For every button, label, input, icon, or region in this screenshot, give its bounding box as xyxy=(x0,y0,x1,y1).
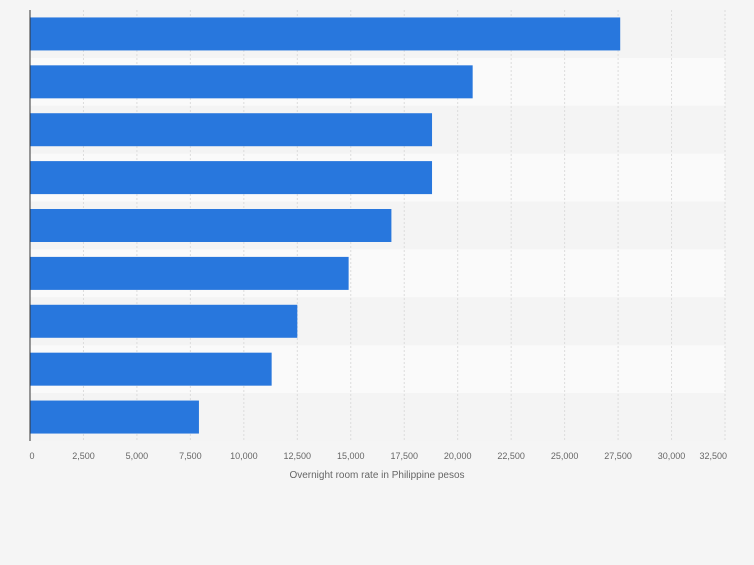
x-tick-label: 22,500 xyxy=(497,451,525,461)
bar xyxy=(30,256,349,290)
bar xyxy=(30,17,621,51)
x-tick-label: 20,000 xyxy=(444,451,472,461)
x-tick-label: 15,000 xyxy=(337,451,365,461)
x-tick-label: 25,000 xyxy=(551,451,579,461)
x-tick-label: 27,500 xyxy=(604,451,632,461)
x-tick-labels: 0 2,500 5,000 7,500 10,000 12,500 15,000 17,500… xyxy=(29,451,727,461)
x-tick-label: 12,500 xyxy=(284,451,312,461)
x-tick-label: 30,000 xyxy=(658,451,686,461)
x-tick-label: 0 xyxy=(29,451,34,461)
x-tick-label: 32,500 xyxy=(699,451,727,461)
bar xyxy=(30,113,433,147)
bar xyxy=(30,352,272,386)
x-tick-label: 10,000 xyxy=(230,451,258,461)
bar xyxy=(30,65,473,99)
x-tick-label: 17,500 xyxy=(390,451,418,461)
x-axis-label: Overnight room rate in Philippine pesos xyxy=(289,470,464,481)
bar xyxy=(30,400,199,434)
x-tick-label: 5,000 xyxy=(126,451,149,461)
x-tick-label: 2,500 xyxy=(72,451,95,461)
bar xyxy=(30,304,298,338)
bar xyxy=(30,209,392,242)
bars xyxy=(30,17,621,434)
bar xyxy=(30,161,433,195)
x-tick-label: 7,500 xyxy=(179,451,202,461)
